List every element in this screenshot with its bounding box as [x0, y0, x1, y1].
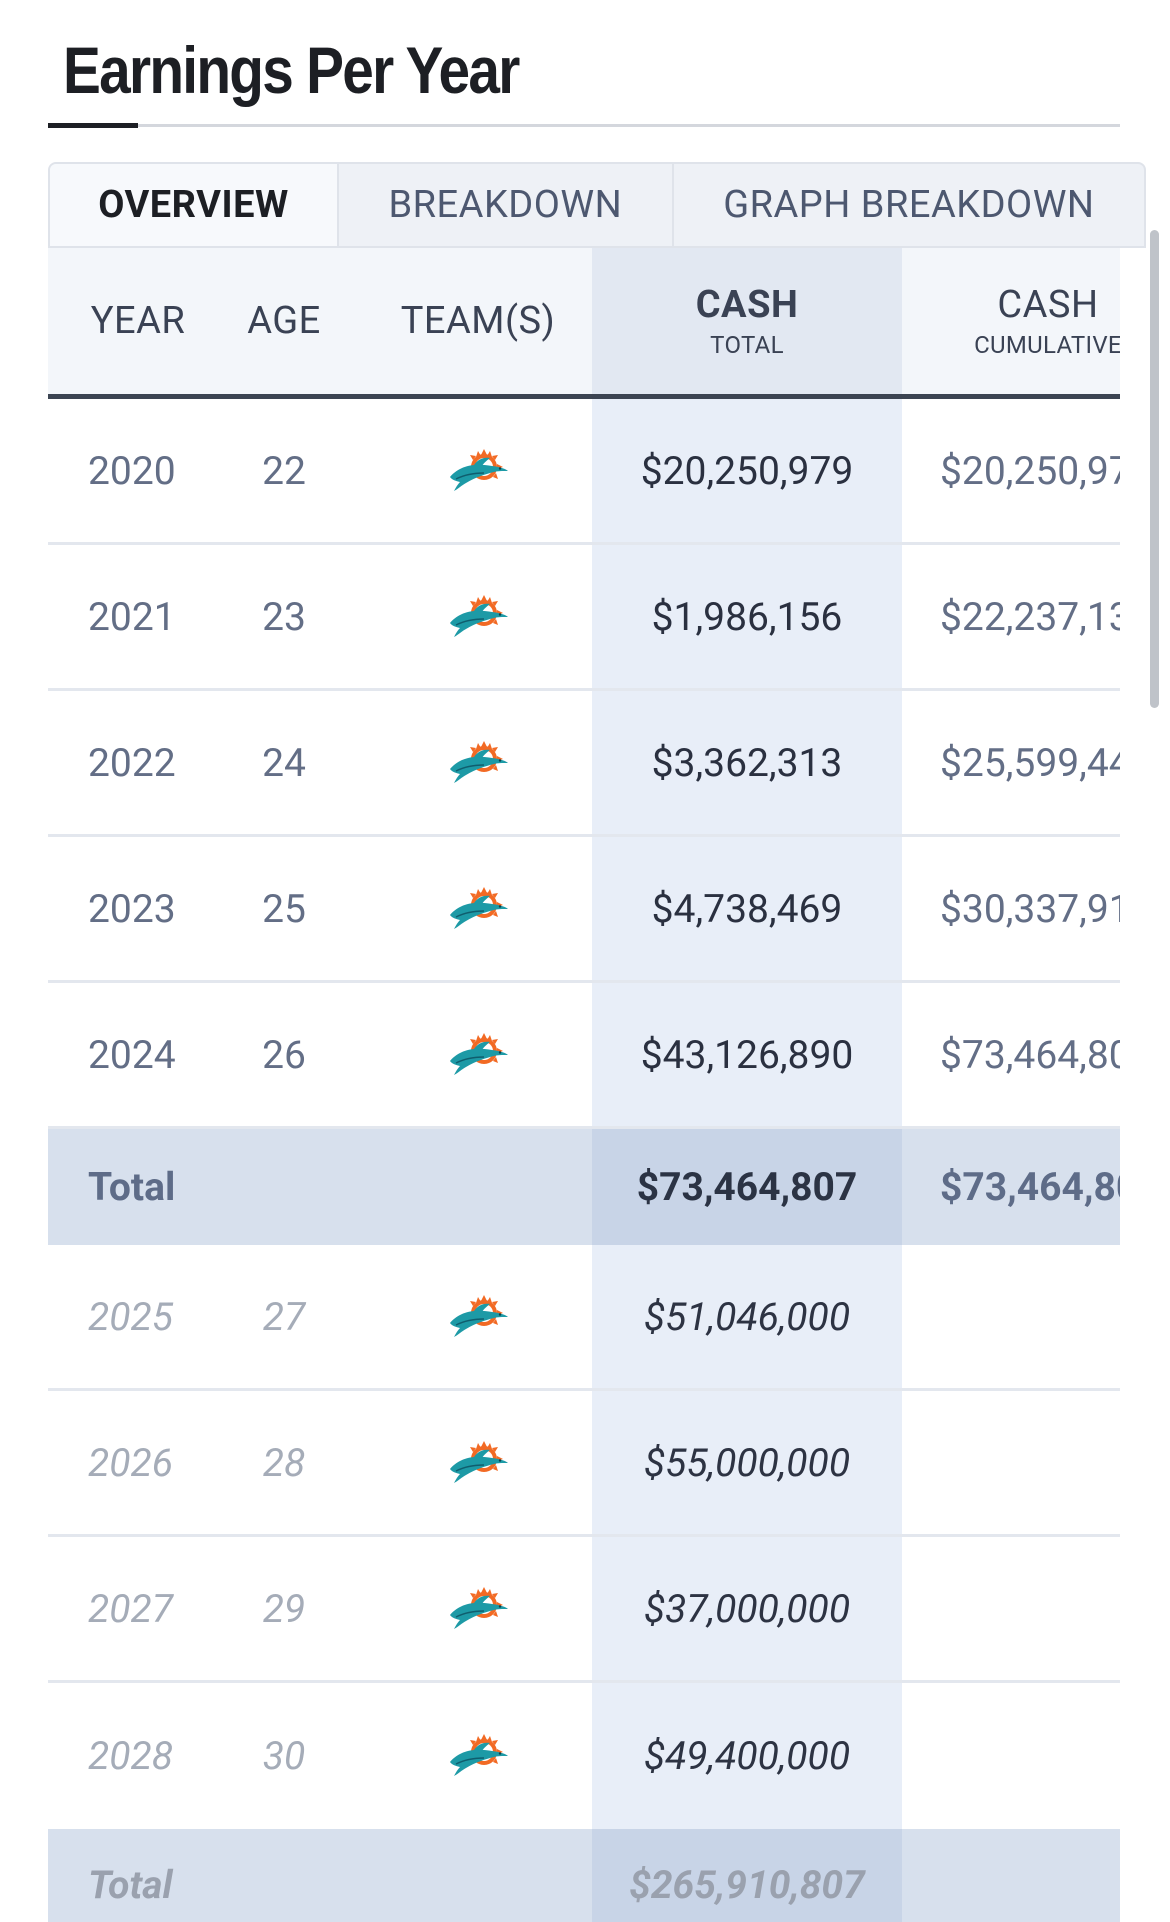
year-cell: 2027 [88, 1585, 174, 1632]
miami-dolphins-logo-icon[interactable] [446, 1734, 510, 1778]
total-cash-cell: $73,464,807 [636, 1164, 858, 1210]
tab-bar: OVERVIEW BREAKDOWN GRAPH BREAKDOWN [48, 162, 1146, 248]
tab-graph-breakdown[interactable]: GRAPH BREAKDOWN [723, 183, 1095, 227]
cash-total-cell: $1,986,156 [651, 593, 843, 640]
table-row: 2024 26 $43,126,890 $73,464,807 [48, 983, 1120, 1129]
future-total-row: Total $265,910,807 [48, 1829, 1120, 1922]
cash-cumulative-cell: $73,464,807 [940, 1031, 1120, 1078]
team-cell [378, 399, 578, 542]
table-row: 2021 23 $1,986,156 $22,237,135 [48, 545, 1120, 691]
page-title: Earnings Per Year [63, 33, 520, 107]
future-row: 2026 28 $55,000,000 [48, 1391, 1120, 1537]
table-row: 2023 25 $4,738,469 $30,337,917 [48, 837, 1120, 983]
header-year[interactable]: YEAR [90, 299, 186, 343]
header-divider [48, 394, 1120, 399]
future-row: 2025 27 $51,046,000 [48, 1245, 1120, 1391]
future-row: 2027 29 $37,000,000 [48, 1537, 1120, 1683]
header-cash-total[interactable]: CASH TOTAL [695, 283, 799, 359]
tab-overview[interactable]: OVERVIEW [50, 164, 339, 246]
year-cell: 2024 [88, 1031, 176, 1078]
miami-dolphins-logo-icon[interactable] [446, 1441, 510, 1485]
cash-total-cell: $49,400,000 [643, 1733, 851, 1779]
miami-dolphins-logo-icon[interactable] [446, 741, 510, 785]
future-total-label: Total [88, 1862, 173, 1908]
age-cell: 27 [262, 1293, 306, 1340]
cash-total-cell: $20,250,979 [640, 447, 854, 494]
earnings-table: YEAR AGE TEAM(S) CASH TOTAL CASH CUMULAT… [48, 248, 1120, 1922]
age-cell: 30 [262, 1733, 306, 1779]
table-row: 2022 24 $3,362,313 $25,599,448 [48, 691, 1120, 837]
cash-total-cell: $4,738,469 [651, 885, 843, 932]
title-underline-accent [48, 123, 138, 128]
cash-column-highlight [592, 248, 902, 1922]
tab-breakdown[interactable]: BREAKDOWN [339, 164, 674, 246]
year-cell: 2022 [88, 739, 176, 786]
future-total-cash-cell: $265,910,807 [629, 1862, 865, 1908]
miami-dolphins-logo-icon[interactable] [446, 449, 510, 493]
year-cell: 2028 [88, 1733, 174, 1779]
age-cell: 23 [262, 593, 306, 640]
age-cell: 25 [262, 885, 306, 932]
title-underline [48, 124, 1120, 127]
team-cell [378, 1537, 578, 1680]
year-cell: 2021 [88, 593, 176, 640]
header-age[interactable]: AGE [247, 299, 321, 343]
cash-total-cell: $37,000,000 [643, 1585, 851, 1632]
team-cell [378, 1683, 578, 1829]
team-cell [378, 837, 578, 980]
cash-cumulative-cell: $20,250,979 [940, 447, 1120, 494]
total-label: Total [88, 1164, 176, 1210]
cash-total-cell: $43,126,890 [640, 1031, 854, 1078]
table-header: YEAR AGE TEAM(S) CASH TOTAL CASH CUMULAT… [48, 248, 1120, 394]
header-teams[interactable]: TEAM(S) [400, 299, 556, 343]
team-cell [378, 1245, 578, 1388]
team-cell [378, 1391, 578, 1534]
total-row: Total $73,464,807 $73,464,807 [48, 1129, 1120, 1245]
year-cell: 2026 [88, 1439, 174, 1486]
miami-dolphins-logo-icon[interactable] [446, 887, 510, 931]
table-row: 2020 22 $20,250,979 $20,250,979 [48, 399, 1120, 545]
year-cell: 2020 [88, 447, 176, 494]
year-cell: 2023 [88, 885, 176, 932]
total-cumulative-cell: $73,464,807 [940, 1164, 1120, 1210]
age-cell: 26 [262, 1031, 306, 1078]
team-cell [378, 691, 578, 834]
miami-dolphins-logo-icon[interactable] [446, 1033, 510, 1077]
horizontal-scrollbar[interactable] [1150, 230, 1159, 708]
header-cash-cumulative[interactable]: CASH CUMULATIVE [974, 283, 1120, 359]
age-cell: 28 [262, 1439, 306, 1486]
cash-total-cell: $51,046,000 [643, 1293, 851, 1340]
cash-cumulative-cell: $30,337,917 [940, 885, 1120, 932]
age-cell: 29 [262, 1585, 306, 1632]
miami-dolphins-logo-icon[interactable] [446, 595, 510, 639]
miami-dolphins-logo-icon[interactable] [446, 1587, 510, 1631]
cash-total-cell: $55,000,000 [643, 1439, 851, 1486]
cash-cumulative-cell: $25,599,448 [940, 739, 1120, 786]
future-row: 2028 30 $49,400,000 [48, 1683, 1120, 1829]
team-cell [378, 545, 578, 688]
cash-cumulative-cell: $22,237,135 [940, 593, 1120, 640]
team-cell [378, 983, 578, 1126]
miami-dolphins-logo-icon[interactable] [446, 1295, 510, 1339]
year-cell: 2025 [88, 1293, 174, 1340]
age-cell: 22 [262, 447, 306, 494]
cash-total-cell: $3,362,313 [651, 739, 843, 786]
age-cell: 24 [262, 739, 306, 786]
